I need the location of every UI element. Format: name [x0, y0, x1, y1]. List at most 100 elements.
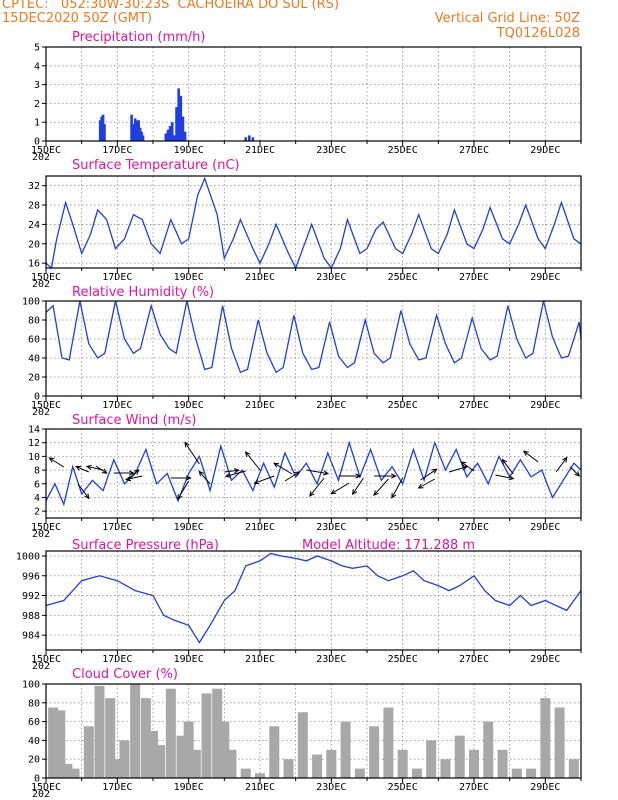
panel-title: Precipitation (mm/h) — [72, 30, 205, 45]
wind-vector-shaft — [448, 466, 468, 473]
plot-frame — [45, 300, 582, 397]
bar — [181, 116, 185, 141]
wind-vector-shaft — [198, 471, 211, 485]
bar — [183, 721, 194, 778]
bar — [201, 693, 212, 778]
wind-vector-shaft — [391, 477, 404, 499]
wind-vector-shaft — [495, 474, 514, 480]
x-tick-label: 19DEC — [174, 400, 204, 411]
bar — [101, 114, 105, 141]
wind-vector-head — [390, 473, 397, 479]
x-tick-label: 19DEC — [174, 782, 204, 793]
header-line2-right: Vertical Grid Line: 50Z — [434, 11, 580, 26]
bar — [55, 710, 66, 778]
bar — [554, 707, 565, 778]
y-tick-label: 0 — [34, 137, 40, 148]
bar — [164, 133, 168, 141]
wind-vector-shaft — [502, 459, 514, 475]
x-tick-label: 19DEC — [174, 145, 204, 156]
x-year-fragment: 202 — [32, 661, 50, 672]
bar — [119, 740, 130, 778]
bar — [383, 707, 394, 778]
bar — [148, 731, 158, 778]
wind-vector-shaft — [461, 461, 475, 472]
bar — [177, 88, 180, 141]
x-tick-label: 17DEC — [102, 654, 132, 665]
y-tick-label: 10 — [28, 452, 40, 463]
x-tick-label: 21DEC — [245, 145, 275, 156]
wind-vector-head — [185, 475, 192, 481]
wind-vector-shaft — [352, 477, 364, 495]
wind-vector-head — [355, 473, 362, 479]
y-tick-label: 988 — [22, 611, 40, 622]
wind-vector-shaft — [330, 482, 350, 495]
x-tick-label: 15DEC — [31, 272, 61, 283]
x-tick-label: 17DEC — [102, 522, 132, 533]
plot-frame — [45, 428, 582, 519]
y-tick-label: 20 — [28, 239, 40, 250]
x-tick-label: 15DEC — [31, 145, 61, 156]
x-year-fragment: 202 — [32, 789, 50, 800]
wind-vector-shaft — [127, 469, 140, 480]
wind-vector-shaft — [77, 483, 90, 499]
wind-vector-head — [244, 451, 251, 458]
x-tick-label: 19DEC — [174, 272, 204, 283]
wind-vector-head — [309, 490, 315, 497]
bar — [141, 135, 145, 141]
wind-vector-shaft — [309, 477, 325, 497]
wind-vector-shaft — [86, 465, 104, 471]
wind-vector-shaft — [125, 475, 143, 481]
bar — [183, 131, 187, 141]
wind-vector-head — [198, 470, 205, 477]
bar — [426, 740, 437, 778]
wind-vector-head — [128, 470, 135, 476]
bar — [212, 688, 223, 778]
wind-vector-shaft — [245, 451, 261, 471]
bar — [140, 131, 143, 141]
x-tick-label: 27DEC — [459, 654, 489, 665]
y-tick-label: 6 — [34, 479, 40, 490]
bar — [130, 114, 133, 141]
x-tick-label: 21DEC — [245, 654, 275, 665]
bar — [170, 122, 174, 141]
x-tick-label: 25DEC — [388, 400, 418, 411]
y-tick-label: 24 — [28, 220, 40, 231]
wind-vector-head — [351, 489, 358, 496]
wind-vector-head — [124, 476, 132, 482]
y-tick-label: 28 — [28, 201, 40, 212]
bar — [454, 735, 465, 778]
series-line — [45, 552, 582, 644]
y-tick-label: 2 — [34, 99, 40, 110]
bar — [244, 137, 248, 141]
y-tick-label: 40 — [28, 354, 40, 365]
y-tick-label: 996 — [22, 571, 40, 582]
x-tick-label: 23DEC — [316, 654, 346, 665]
wind-vector-head — [133, 469, 140, 475]
bar — [155, 745, 166, 778]
x-tick-label: 15DEC — [31, 400, 61, 411]
bar — [175, 107, 178, 141]
y-tick-label: 32 — [28, 181, 40, 192]
x-tick-label: 29DEC — [530, 145, 560, 156]
bar — [354, 768, 365, 778]
x-tick-label: 19DEC — [174, 522, 204, 533]
x-tick-label: 23DEC — [316, 782, 346, 793]
wind-vector-shaft — [306, 469, 329, 475]
wind-vector-head — [323, 470, 330, 476]
x-tick-label: 27DEC — [459, 400, 489, 411]
y-tick-label: 2 — [34, 507, 40, 518]
bar — [540, 698, 551, 778]
bar — [136, 120, 139, 141]
wind-vector-shaft — [76, 466, 89, 473]
bar — [138, 127, 142, 141]
bar — [94, 685, 105, 778]
bar — [340, 721, 351, 778]
wind-vector-shaft — [373, 478, 389, 496]
bar — [219, 721, 230, 778]
series-line — [45, 300, 582, 374]
bar — [105, 698, 116, 778]
x-tick-label: 15DEC — [31, 654, 61, 665]
y-tick-label: 5 — [34, 43, 40, 54]
x-tick-label: 21DEC — [245, 400, 275, 411]
